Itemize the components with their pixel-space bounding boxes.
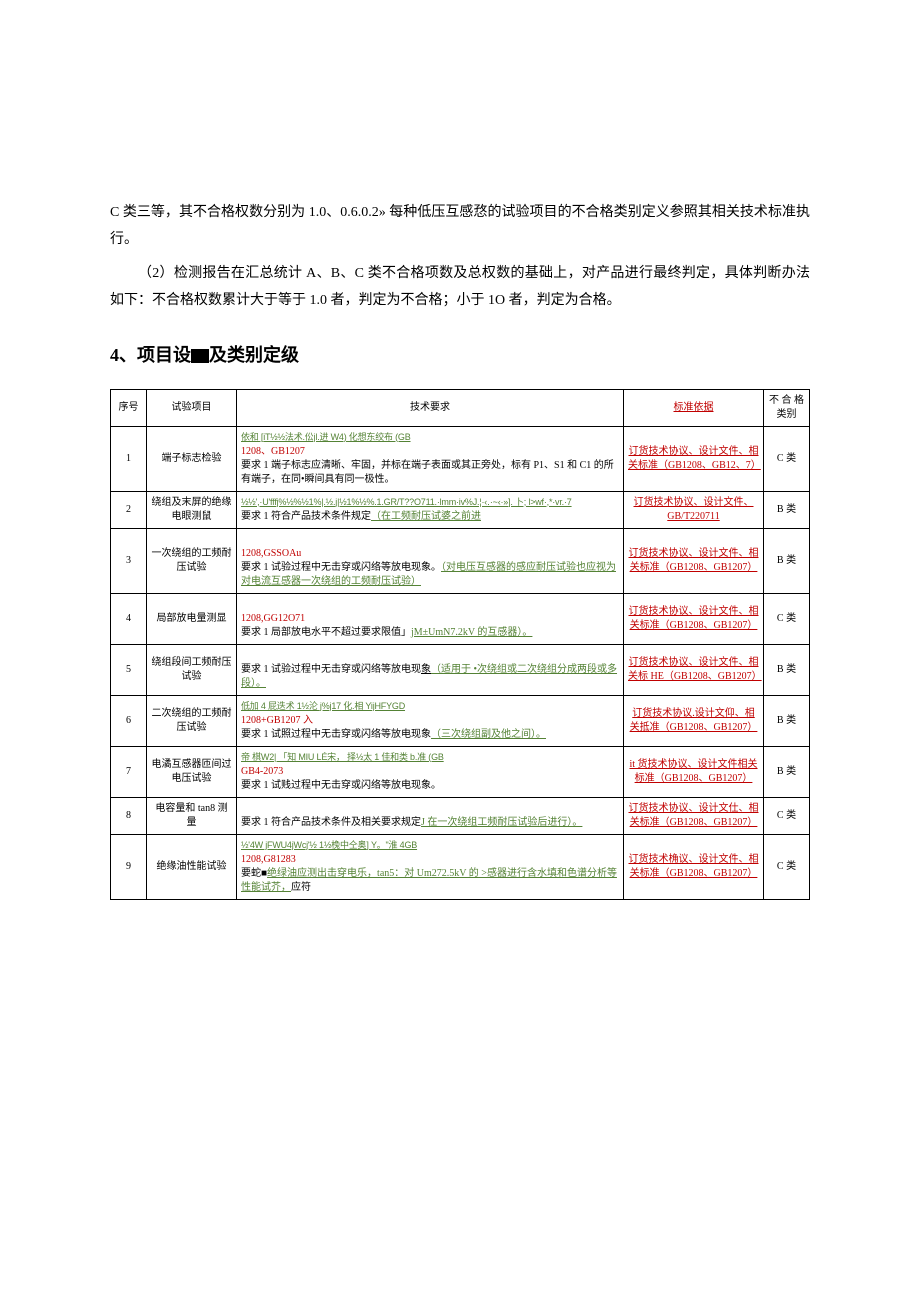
table-row: 9 绝缘油性能试验 ½'4W jFWU4jWcj'½ 1½㭸中仝奥] Y。"淮 … [111, 834, 810, 899]
row-num: 8 [111, 797, 147, 834]
row-std: 订货技术协议、设计文仕、相关标准（GB1208、GB1207） [624, 797, 764, 834]
col-std-header: 标准依据 [624, 389, 764, 426]
table-row: 7 电潏互感器匝间过电压试验 帝 棋W2| 「知 MIU LÉ宋， 择½太 1 … [111, 746, 810, 797]
redaction-box-icon [191, 349, 209, 363]
table-row: 6 二次绕组的工频耐压试验 低加 4 屁迭术 1½沦 j%j17 化.相 Yij… [111, 695, 810, 746]
table-row: 1 端子标志检验 依和 [iT½½法术.伀jl.进 W4) 化想东绞布 (GB … [111, 426, 810, 491]
row-grade: B 类 [764, 491, 810, 528]
row-name: 绕组段间工频耐压试验 [147, 644, 237, 695]
row-req: ½'4W jFWU4jWcj'½ 1½㭸中仝奥] Y。"淮 4GB 1208,G… [237, 834, 624, 899]
row-grade: C 类 [764, 834, 810, 899]
row-std: 订货技术协议、设计文件、相关标准（GB1208、GB1207） [624, 593, 764, 644]
col-num-header: 序号 [111, 389, 147, 426]
row-std: 订货技术协议、设计文件、GB/T220711 [624, 491, 764, 528]
row-req: ½½',·U'fffj%½%½1%|.½.j|½1%½%.1.GR/T??O71… [237, 491, 624, 528]
table-row: 5 绕组段间工频耐压试验 要求 1 试验过程中无击穿或闪络等放电现象（适用于 •… [111, 644, 810, 695]
row-grade: C 类 [764, 797, 810, 834]
row-req: 低加 4 屁迭术 1½沦 j%j17 化.相 YijHFYGD 1208+GB1… [237, 695, 624, 746]
row-req: 要求 1 试验过程中无击穿或闪络等放电现象（适用于 •次绕组或二次绕组分成两段或… [237, 644, 624, 695]
row-name: 端子标志检验 [147, 426, 237, 491]
row-grade: B 类 [764, 644, 810, 695]
row-num: 5 [111, 644, 147, 695]
col-name-header: 试验项目 [147, 389, 237, 426]
row-num: 6 [111, 695, 147, 746]
row-grade: C 类 [764, 426, 810, 491]
row-req: 要求 1 符合产品技术条件及相关要求规定J 在一次绕组工频耐压试验后进行）。 [237, 797, 624, 834]
row-grade: B 类 [764, 695, 810, 746]
row-name: 绝缘油性能试验 [147, 834, 237, 899]
row-grade: B 类 [764, 528, 810, 593]
row-grade: B 类 [764, 746, 810, 797]
row-num: 1 [111, 426, 147, 491]
spec-table: 序号 试验项目 技术要求 标准依据 不 合 格 类别 1 端子标志检验 依和 [… [110, 389, 810, 900]
row-std: 订货技术桷议、设计文件、相关标准（GB1208、GB1207） [624, 834, 764, 899]
heading-suffix: 及类别定级 [209, 345, 299, 365]
row-num: 4 [111, 593, 147, 644]
table-row: 3 一次绕组的工频耐压试验 1208,GSSOAu 要求 1 试验过程中无击穿或… [111, 528, 810, 593]
row-num: 3 [111, 528, 147, 593]
row-std: 订货技术协议、设计文件、相关标准（GB1208、GB1207） [624, 528, 764, 593]
table-row: 4 局部放电量测显 1208,GG12O71 要求 1 局部放电水平不超过要求限… [111, 593, 810, 644]
intro-para-2: （2）检测报告在汇总统计 A、B、C 类不合格项数及总权数的基础上，对产品进行最… [110, 261, 810, 314]
row-num: 2 [111, 491, 147, 528]
row-req: 帝 棋W2| 「知 MIU LÉ宋， 择½太 1 佳和类 b.准 (GB GB4… [237, 746, 624, 797]
row-std: 订货技术协议.设计文仰、相关抵准（GB1208、GB1207） [624, 695, 764, 746]
row-name: 绕组及末屏的绝缘电眼测鼠 [147, 491, 237, 528]
row-req: 1208,GSSOAu 要求 1 试验过程中无击穿或闪络等放电现象。（对电压互感… [237, 528, 624, 593]
section-heading: 4、项目设及类别定级 [110, 338, 810, 372]
row-std: 订货技术协议、设计文件、相关标 HE（GB1208、GB1207） [624, 644, 764, 695]
row-num: 7 [111, 746, 147, 797]
row-name: 电潏互感器匝间过电压试验 [147, 746, 237, 797]
table-row: 8 电容量和 tan8 测量 要求 1 符合产品技术条件及相关要求规定J 在一次… [111, 797, 810, 834]
row-name: 二次绕组的工频耐压试验 [147, 695, 237, 746]
heading-prefix: 4、项目设 [110, 345, 191, 365]
row-name: 一次绕组的工频耐压试验 [147, 528, 237, 593]
row-req: 依和 [iT½½法术.伀jl.进 W4) 化想东绞布 (GB 1208、GB12… [237, 426, 624, 491]
row-name: 局部放电量测显 [147, 593, 237, 644]
table-header-row: 序号 试验项目 技术要求 标准依据 不 合 格 类别 [111, 389, 810, 426]
row-grade: C 类 [764, 593, 810, 644]
intro-para-1: C 类三等，其不合格权数分别为 1.0、0.6.0.2» 每种低压互感㤵的试验项… [110, 200, 810, 253]
row-num: 9 [111, 834, 147, 899]
row-req: 1208,GG12O71 要求 1 局部放电水平不超过要求限值」jM±UmN7.… [237, 593, 624, 644]
row-name: 电容量和 tan8 测量 [147, 797, 237, 834]
row-std: 订货技术协议、设计文件、相关标准（GB1208、GB12、7） [624, 426, 764, 491]
row-std: it 货技术协议、设计文件相关标准（GB1208、GB1207） [624, 746, 764, 797]
col-req-header: 技术要求 [237, 389, 624, 426]
col-grade-header: 不 合 格 类别 [764, 389, 810, 426]
table-row: 2 绕组及末屏的绝缘电眼测鼠 ½½',·U'fffj%½%½1%|.½.j|½1… [111, 491, 810, 528]
